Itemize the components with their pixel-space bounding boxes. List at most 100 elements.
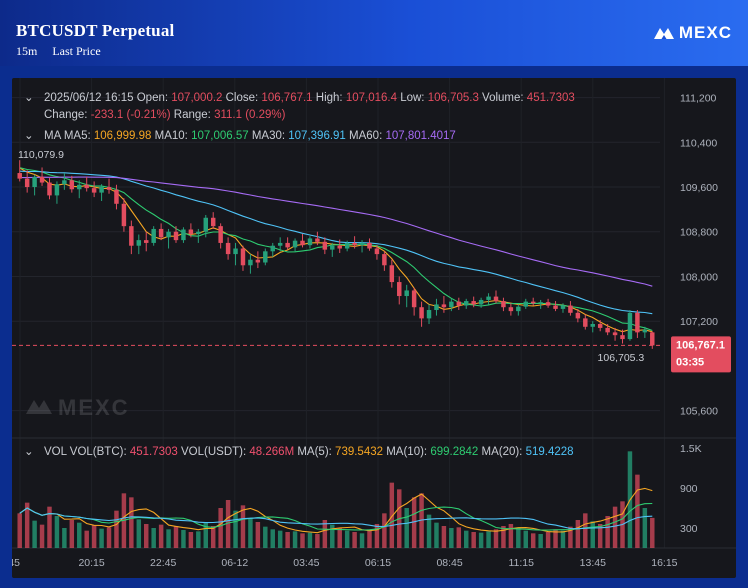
candle[interactable] bbox=[62, 173, 67, 190]
candle[interactable] bbox=[322, 237, 328, 255]
candle[interactable] bbox=[151, 226, 156, 246]
candle[interactable] bbox=[449, 298, 454, 312]
volume-bar[interactable] bbox=[642, 508, 648, 548]
volume-bar[interactable] bbox=[523, 530, 528, 548]
candle[interactable] bbox=[538, 299, 543, 309]
volume-bar[interactable] bbox=[560, 530, 566, 548]
collapse-chevron-icon[interactable]: ⌄ bbox=[24, 92, 34, 104]
volume-bar[interactable] bbox=[181, 530, 186, 548]
candle[interactable] bbox=[404, 284, 409, 308]
volume-bar[interactable] bbox=[426, 514, 432, 548]
candle[interactable] bbox=[374, 245, 380, 260]
candle[interactable] bbox=[508, 303, 514, 316]
volume-bar[interactable] bbox=[553, 529, 558, 548]
volume-bar[interactable] bbox=[84, 530, 89, 548]
candle[interactable] bbox=[478, 297, 484, 308]
candle[interactable] bbox=[315, 231, 320, 246]
candle[interactable] bbox=[575, 308, 581, 323]
candle[interactable] bbox=[590, 321, 595, 333]
volume-bar[interactable] bbox=[382, 513, 387, 548]
volume-bar[interactable] bbox=[456, 527, 462, 548]
candle[interactable] bbox=[91, 181, 97, 198]
volume-bar[interactable] bbox=[218, 508, 223, 548]
volume-bar[interactable] bbox=[449, 528, 454, 548]
candle[interactable] bbox=[307, 236, 313, 249]
volume-bar[interactable] bbox=[166, 529, 171, 548]
volume-bar[interactable] bbox=[635, 474, 640, 548]
candle[interactable] bbox=[553, 301, 558, 312]
volume-bar[interactable] bbox=[114, 510, 119, 548]
candle[interactable] bbox=[642, 326, 648, 338]
volume-bar[interactable] bbox=[188, 532, 194, 548]
candle[interactable] bbox=[277, 237, 283, 252]
candle[interactable] bbox=[568, 301, 573, 316]
volume-bar[interactable] bbox=[493, 529, 499, 548]
candle[interactable] bbox=[136, 234, 142, 255]
volume-bar[interactable] bbox=[315, 534, 320, 548]
volume-bar[interactable] bbox=[248, 518, 253, 548]
ma-collapse-chevron-icon[interactable]: ⌄ bbox=[24, 130, 34, 142]
candle[interactable] bbox=[77, 180, 82, 199]
candle[interactable] bbox=[196, 228, 201, 243]
volume-bar[interactable] bbox=[471, 532, 476, 548]
candle[interactable] bbox=[419, 301, 424, 327]
candle[interactable] bbox=[24, 170, 30, 193]
volume-bar[interactable] bbox=[129, 497, 134, 548]
candle[interactable] bbox=[486, 293, 491, 305]
volume-bar[interactable] bbox=[605, 516, 610, 548]
candle[interactable] bbox=[263, 248, 268, 266]
candle[interactable] bbox=[173, 226, 179, 243]
volume-bar[interactable] bbox=[225, 500, 231, 548]
volume-bar[interactable] bbox=[434, 522, 439, 548]
volume-bar[interactable] bbox=[54, 516, 60, 548]
candle[interactable] bbox=[32, 174, 37, 196]
volume-bar[interactable] bbox=[322, 520, 328, 548]
volume-bar[interactable] bbox=[404, 508, 409, 548]
candle[interactable] bbox=[359, 240, 365, 253]
volume-bar[interactable] bbox=[17, 513, 22, 548]
candle[interactable] bbox=[426, 304, 432, 324]
volume-bar[interactable] bbox=[597, 524, 603, 548]
volume-bar[interactable] bbox=[374, 524, 380, 548]
volume-bar[interactable] bbox=[441, 526, 447, 548]
candle[interactable] bbox=[627, 310, 633, 341]
volume-bar[interactable] bbox=[32, 520, 37, 548]
volume-bar[interactable] bbox=[389, 482, 395, 548]
candle[interactable] bbox=[69, 175, 75, 193]
candle[interactable] bbox=[597, 320, 603, 332]
volume-bar[interactable] bbox=[612, 506, 618, 548]
candle[interactable] bbox=[605, 323, 610, 336]
candle[interactable] bbox=[225, 237, 231, 260]
candle[interactable] bbox=[121, 198, 127, 232]
candle[interactable] bbox=[203, 214, 208, 238]
candle[interactable] bbox=[248, 254, 253, 274]
candle[interactable] bbox=[188, 223, 194, 238]
candle[interactable] bbox=[210, 212, 216, 229]
candle[interactable] bbox=[106, 178, 112, 194]
candle[interactable] bbox=[471, 296, 476, 308]
candlestick-chart[interactable]: MEXC 111,200 110,400 109,600 108,800 108,000… bbox=[8, 78, 736, 578]
candle[interactable] bbox=[516, 304, 521, 316]
volume-bar[interactable] bbox=[568, 526, 573, 548]
volume-bar[interactable] bbox=[69, 520, 75, 548]
candle[interactable] bbox=[47, 178, 52, 200]
volume-bar[interactable] bbox=[99, 528, 104, 548]
candle[interactable] bbox=[493, 290, 499, 304]
candle[interactable] bbox=[434, 298, 439, 316]
volume-bar[interactable] bbox=[144, 524, 149, 548]
volume-bar[interactable] bbox=[91, 525, 97, 548]
candle[interactable] bbox=[84, 176, 89, 192]
volume-bar[interactable] bbox=[77, 522, 82, 548]
volume-bar[interactable] bbox=[538, 534, 543, 548]
candle[interactable] bbox=[583, 314, 588, 330]
candle[interactable] bbox=[523, 298, 528, 309]
candle[interactable] bbox=[389, 259, 395, 288]
volume-bar[interactable] bbox=[300, 533, 305, 548]
candle[interactable] bbox=[397, 276, 402, 305]
volume-bar[interactable] bbox=[151, 528, 156, 548]
candle[interactable] bbox=[635, 310, 640, 338]
volume-bar[interactable] bbox=[650, 517, 655, 548]
candle[interactable] bbox=[330, 242, 335, 257]
candle[interactable] bbox=[501, 297, 506, 312]
volume-bar[interactable] bbox=[24, 502, 30, 548]
